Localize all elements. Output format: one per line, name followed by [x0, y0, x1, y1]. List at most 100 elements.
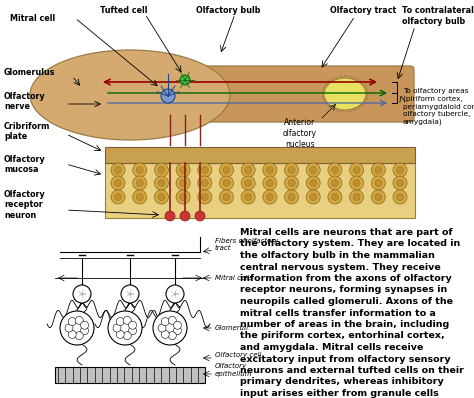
Circle shape	[108, 311, 142, 345]
Circle shape	[263, 163, 277, 177]
Circle shape	[165, 211, 175, 221]
Text: Mitral cells: Mitral cells	[215, 275, 253, 281]
Circle shape	[245, 193, 252, 201]
Circle shape	[198, 176, 212, 190]
Circle shape	[155, 176, 168, 190]
Text: the olfactory system. They are located in: the olfactory system. They are located i…	[240, 240, 460, 248]
Circle shape	[223, 166, 230, 174]
Circle shape	[245, 166, 252, 174]
Circle shape	[393, 176, 407, 190]
Circle shape	[284, 176, 299, 190]
Ellipse shape	[324, 78, 366, 110]
Circle shape	[60, 311, 94, 345]
Circle shape	[371, 190, 385, 204]
Circle shape	[306, 163, 320, 177]
Circle shape	[136, 193, 143, 201]
Circle shape	[65, 324, 73, 332]
Circle shape	[155, 163, 168, 177]
Circle shape	[81, 327, 89, 335]
Text: Mitral cell: Mitral cell	[10, 14, 55, 23]
Circle shape	[116, 318, 124, 326]
Circle shape	[158, 166, 165, 174]
Text: the olfactory bulb in the mammalian: the olfactory bulb in the mammalian	[240, 251, 435, 260]
Circle shape	[180, 166, 187, 174]
Circle shape	[123, 332, 131, 339]
Text: Olfactory
mucosa: Olfactory mucosa	[4, 155, 46, 174]
Text: Olfactory
nerve: Olfactory nerve	[4, 92, 46, 111]
Text: To contralateral
olfactory bulb: To contralateral olfactory bulb	[402, 6, 474, 26]
Text: Tufted cell: Tufted cell	[100, 6, 147, 15]
Circle shape	[371, 176, 385, 190]
Circle shape	[155, 190, 168, 204]
Circle shape	[161, 330, 169, 338]
Text: Anterior
olfactory
nucleus: Anterior olfactory nucleus	[283, 118, 317, 149]
Circle shape	[288, 193, 295, 201]
Circle shape	[158, 324, 166, 332]
Circle shape	[241, 190, 255, 204]
Circle shape	[263, 190, 277, 204]
Circle shape	[306, 176, 320, 190]
Circle shape	[353, 179, 360, 187]
Circle shape	[328, 176, 342, 190]
Circle shape	[306, 190, 320, 204]
Circle shape	[375, 166, 382, 174]
Text: the piriform cortex, entorhinal cortex,: the piriform cortex, entorhinal cortex,	[240, 332, 445, 341]
Circle shape	[396, 166, 403, 174]
Circle shape	[353, 193, 360, 201]
Text: Olfactory
receptor
neuron: Olfactory receptor neuron	[4, 190, 46, 220]
Circle shape	[266, 166, 273, 174]
Circle shape	[310, 179, 317, 187]
Circle shape	[180, 75, 190, 85]
Circle shape	[133, 163, 146, 177]
Circle shape	[158, 179, 165, 187]
FancyBboxPatch shape	[96, 66, 414, 122]
Circle shape	[350, 190, 364, 204]
Circle shape	[115, 179, 121, 187]
Circle shape	[195, 211, 205, 221]
Bar	[105, 147, 415, 163]
Circle shape	[168, 316, 176, 324]
Circle shape	[350, 176, 364, 190]
Circle shape	[133, 176, 146, 190]
Ellipse shape	[30, 50, 230, 140]
Text: To olfactory areas
(piriform cortex,
periamygdaloid cortex,
olfactory tubercle,
: To olfactory areas (piriform cortex, per…	[403, 88, 474, 125]
Circle shape	[176, 176, 190, 190]
Circle shape	[161, 89, 175, 103]
Circle shape	[266, 193, 273, 201]
Circle shape	[396, 193, 403, 201]
Circle shape	[136, 166, 143, 174]
Circle shape	[219, 190, 234, 204]
Circle shape	[263, 176, 277, 190]
Circle shape	[371, 163, 385, 177]
Circle shape	[180, 211, 190, 221]
Circle shape	[198, 190, 212, 204]
Circle shape	[310, 166, 317, 174]
Circle shape	[331, 179, 338, 187]
Text: Mitral cells are neurons that are part of: Mitral cells are neurons that are part o…	[240, 228, 453, 237]
Circle shape	[68, 318, 76, 326]
Bar	[105, 163, 415, 218]
Circle shape	[396, 179, 403, 187]
Circle shape	[328, 190, 342, 204]
Circle shape	[128, 321, 137, 329]
Circle shape	[201, 193, 208, 201]
Circle shape	[153, 311, 187, 345]
Circle shape	[168, 332, 176, 339]
Text: and amygdala. Mitral cells receive: and amygdala. Mitral cells receive	[240, 343, 423, 352]
Circle shape	[180, 179, 187, 187]
Circle shape	[180, 193, 187, 201]
Circle shape	[198, 163, 212, 177]
Circle shape	[73, 285, 91, 303]
Circle shape	[393, 163, 407, 177]
Circle shape	[75, 332, 83, 339]
Circle shape	[173, 327, 182, 335]
Circle shape	[68, 330, 76, 338]
Text: Olfactory bulb: Olfactory bulb	[196, 6, 261, 15]
Circle shape	[223, 179, 230, 187]
Circle shape	[201, 166, 208, 174]
Circle shape	[115, 193, 121, 201]
Bar	[55, 367, 205, 383]
Circle shape	[176, 190, 190, 204]
Circle shape	[176, 163, 190, 177]
Circle shape	[350, 163, 364, 177]
